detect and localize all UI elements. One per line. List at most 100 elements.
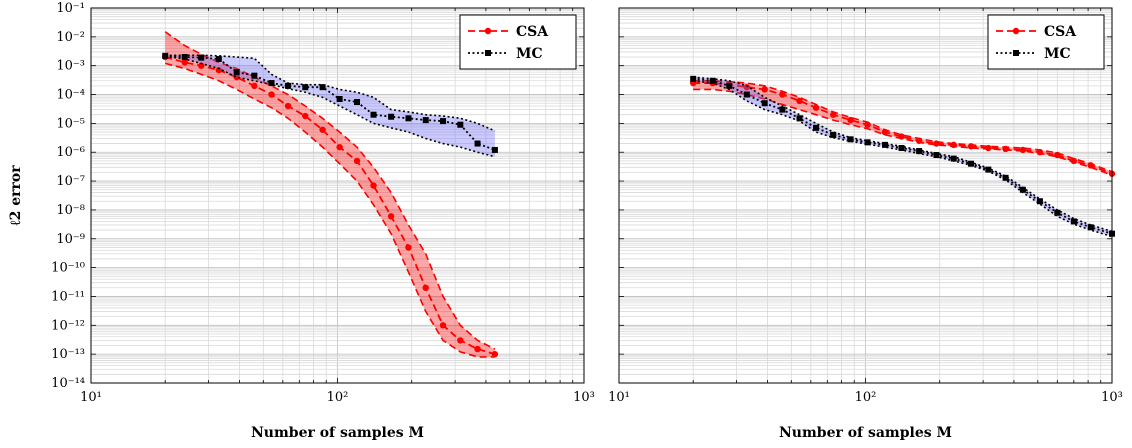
data-point-mc <box>457 121 464 128</box>
data-point-csa <box>353 157 361 165</box>
data-point-csa <box>1002 145 1009 153</box>
data-point-csa <box>915 137 923 144</box>
data-point-csa <box>284 102 292 110</box>
data-point-mc <box>162 52 169 59</box>
band-mc <box>165 55 495 157</box>
x-tick-label: 10¹ <box>608 390 630 405</box>
y-tick-label: 10⁻³ <box>56 59 85 74</box>
upper-bound-line-csa <box>164 31 496 350</box>
series-mc <box>690 75 1115 238</box>
data-point-mc <box>779 106 786 113</box>
data-point-csa <box>950 141 957 149</box>
series-csa <box>690 79 1116 177</box>
band-csa <box>165 31 495 357</box>
data-point-csa <box>761 86 768 93</box>
data-point-csa <box>881 128 889 136</box>
data-point-csa <box>1087 162 1094 169</box>
data-point-mc <box>726 82 733 89</box>
data-point-csa <box>474 345 481 353</box>
y-tick-label: 10⁻⁹ <box>56 232 85 247</box>
x-tick-label: 10² <box>855 390 877 405</box>
data-point-csa <box>198 62 205 69</box>
data-point-mc <box>847 136 854 143</box>
legend-box <box>987 14 1105 70</box>
data-point-csa <box>319 126 326 133</box>
right-chart-panel: 10¹ 10² 10³ Number of samples M CSA MC <box>608 7 1123 441</box>
data-point-mc <box>1070 218 1077 225</box>
data-point-csa <box>1036 149 1044 156</box>
legend: CSA MC <box>987 14 1105 70</box>
legend-label-csa: CSA <box>1044 24 1077 40</box>
data-point-mc <box>268 80 275 87</box>
data-point-mc <box>796 115 803 122</box>
legend-box <box>459 14 577 70</box>
data-point-csa <box>898 133 905 140</box>
series-line-csa <box>164 56 496 356</box>
data-point-mc <box>233 69 240 76</box>
data-point-mc <box>830 131 837 138</box>
data-point-csa <box>439 322 447 329</box>
data-point-mc <box>491 146 498 153</box>
data-point-mc <box>950 155 957 162</box>
series-mc <box>162 52 498 158</box>
data-point-mc <box>181 54 188 61</box>
data-point-csa <box>1019 146 1027 154</box>
y-axis-label: ℓ2 error <box>8 165 24 227</box>
legend-label-mc: MC <box>1044 46 1071 62</box>
upper-bound-line-mc <box>165 54 496 132</box>
x-tick-label: 10³ <box>573 390 595 405</box>
data-point-mc <box>405 115 412 122</box>
y-tick-label: 10⁻⁴ <box>56 88 85 103</box>
data-point-mc <box>1054 209 1061 216</box>
y-tick-label: 10⁻⁵ <box>56 116 85 131</box>
legend-marker-csa <box>484 27 492 35</box>
data-point-csa <box>743 83 751 91</box>
x-tick-label: 10² <box>327 390 349 405</box>
legend: CSA MC <box>459 14 577 70</box>
data-point-mc <box>709 77 716 84</box>
data-point-mc <box>388 113 395 120</box>
y-axis: 10⁻¹ 10⁻² 10⁻³ 10⁻⁴ 10⁻⁵ 10⁻⁶ 10⁻⁷ 10⁻⁸ 10⁻⁹ 10⁻¹… <box>51 1 584 391</box>
legend-marker-mc <box>485 50 491 56</box>
data-point-csa <box>336 143 343 151</box>
grid <box>90 8 584 384</box>
data-point-csa <box>457 337 464 344</box>
data-point-mc <box>1002 174 1009 181</box>
legend-label-mc: MC <box>516 46 543 62</box>
y-tick-label: 10⁻¹ <box>56 1 85 16</box>
data-point-csa <box>1054 151 1061 159</box>
y-tick-label: 10⁻¹¹ <box>51 289 85 304</box>
data-point-csa <box>830 111 837 118</box>
data-point-mc <box>215 56 222 63</box>
data-point-mc <box>761 100 768 107</box>
data-point-mc <box>319 84 326 91</box>
data-point-mc <box>898 145 905 152</box>
data-point-csa <box>967 143 975 150</box>
lower-bound-line-mc <box>165 55 496 158</box>
y-tick-label: 10⁻² <box>56 30 85 45</box>
y-tick-label: 10⁻⁶ <box>56 145 85 160</box>
data-point-mc <box>1036 198 1043 205</box>
data-point-mc <box>743 91 750 98</box>
x-tick-label: 10¹ <box>80 390 102 405</box>
data-point-mc <box>302 84 309 91</box>
data-point-mc <box>336 96 343 103</box>
data-point-mc <box>813 124 820 131</box>
data-point-mc <box>1019 186 1026 193</box>
data-point-mc <box>985 166 992 173</box>
y-tick-label: 10⁻¹⁰ <box>51 261 85 276</box>
data-point-csa <box>985 144 992 152</box>
data-point-mc <box>690 75 697 82</box>
data-point-mc <box>916 148 923 155</box>
data-point-csa <box>251 82 258 90</box>
y-tick-label: 10⁻¹⁴ <box>51 376 85 391</box>
data-point-mc <box>198 54 205 61</box>
data-point-csa <box>812 104 820 111</box>
data-point-csa <box>933 140 940 147</box>
data-point-mc <box>370 111 377 118</box>
data-point-csa <box>491 350 499 358</box>
lower-bound-line-csa <box>165 62 495 358</box>
data-point-csa <box>181 59 188 66</box>
data-point-csa <box>422 284 429 291</box>
